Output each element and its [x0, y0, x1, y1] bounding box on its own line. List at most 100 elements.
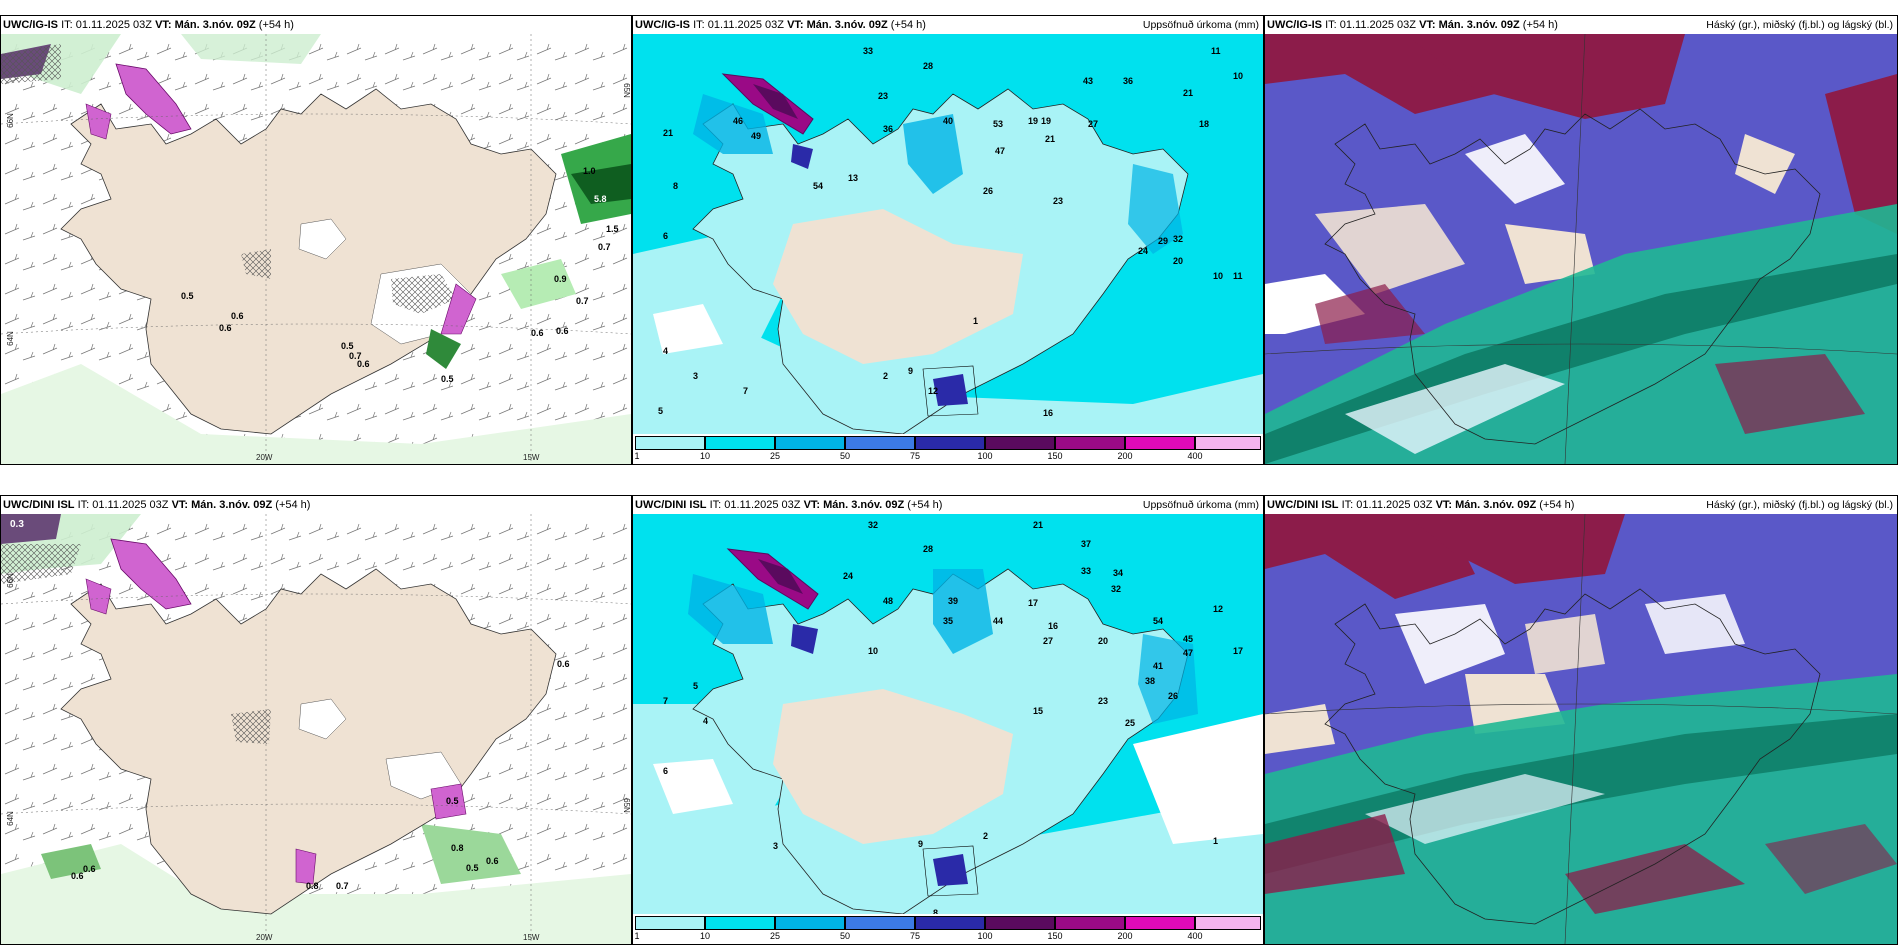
panel-title: Uppsöfnuð úrkoma (mm): [1142, 499, 1259, 511]
lat-label: 65N: [621, 798, 631, 813]
colorbar-segment: [1055, 436, 1125, 450]
colorbar-tick: 10: [699, 451, 711, 461]
panel-header: UWC/IG-IS IT: 01.11.2025 03Z VT: Mán. 3.…: [1, 16, 631, 34]
map-svg: [1, 514, 631, 944]
colorbar-segment: [635, 436, 705, 450]
vt-value: Mán. 3.nóv. 09Z: [823, 499, 905, 511]
panel-bottom-left: UWC/DINI ISL IT: 01.11.2025 03Z VT: Mán.…: [0, 495, 632, 945]
it-label: IT:: [61, 19, 73, 31]
colorbar-segment: [1125, 916, 1195, 930]
colorbar-tick: 25: [769, 931, 781, 941]
lat-label: 66N: [5, 113, 15, 128]
colorbar-segment: [915, 436, 985, 450]
panel-top-right: UWC/IG-IS IT: 01.11.2025 03Z VT: Mán. 3.…: [1264, 15, 1898, 465]
map-accumulated-precip: [633, 514, 1263, 914]
colorbar-segment: [985, 916, 1055, 930]
colorbar-segment: [845, 436, 915, 450]
vt-label: VT:: [803, 499, 821, 511]
lon-label: 15W: [523, 933, 540, 942]
colorbar-tick: 100: [977, 451, 993, 461]
colorbar-tick: 25: [769, 451, 781, 461]
model-name: UWC/IG-IS: [3, 19, 58, 31]
colorbar-tick: 150: [1047, 451, 1063, 461]
iceland-landmass: [60, 88, 557, 435]
model-name: UWC/IG-IS: [1267, 19, 1322, 31]
it-label: IT:: [693, 19, 705, 31]
colorbar-tick: 1: [634, 451, 640, 461]
panel-header: UWC/IG-IS IT: 01.11.2025 03Z VT: Mán. 3.…: [1265, 16, 1897, 34]
colorbar-tick: 100: [977, 931, 993, 941]
panel-top-left: UWC/IG-IS IT: 01.11.2025 03Z VT: Mán. 3.…: [0, 15, 632, 465]
lead-time: (+54 h): [907, 499, 943, 511]
dry-area: [773, 209, 1023, 364]
colorbar-tick: 50: [839, 931, 851, 941]
panel-header: UWC/DINI ISL IT: 01.11.2025 03Z VT: Mán.…: [1, 496, 631, 514]
colorbar-segment: [1055, 916, 1125, 930]
colorbar-tick: 75: [909, 451, 921, 461]
colorbar-tick: 1: [634, 931, 640, 941]
map-svg: [1, 34, 631, 464]
vt-label: VT:: [1435, 499, 1453, 511]
lead-time: (+54 h): [275, 499, 311, 511]
lead-time: (+54 h): [1522, 19, 1558, 31]
vt-label: VT:: [171, 499, 189, 511]
lead-time: (+54 h): [890, 19, 926, 31]
map-svg: [633, 514, 1263, 914]
colorbar-tick: 200: [1117, 451, 1133, 461]
vt-value: Mán. 3.nóv. 09Z: [1438, 19, 1520, 31]
colorbar-segment: [845, 916, 915, 930]
lat-label: 64N: [5, 331, 15, 346]
colorbar-segment: [775, 436, 845, 450]
colorbar-segment: [915, 916, 985, 930]
model-name: UWC/DINI ISL: [635, 499, 707, 511]
high-cloud-area: [1405, 34, 1685, 119]
it-value: 01.11.2025 03Z: [707, 19, 784, 31]
vt-label: VT:: [787, 19, 804, 31]
panel-title: Háský (gr.), miðský (fj.bl.) og lágský (…: [1706, 499, 1893, 511]
lon-label: 20W: [256, 933, 273, 942]
colorbar-segment: [635, 916, 705, 930]
map-wind-precip: [1, 514, 631, 944]
colorbar-segment: [1125, 436, 1195, 450]
map-svg: [633, 34, 1263, 434]
it-value: 01.11.2025 03Z: [92, 499, 169, 511]
it-value: 01.11.2025 03Z: [724, 499, 801, 511]
colorbar-segment: [985, 436, 1055, 450]
colorbar-tick: 50: [839, 451, 851, 461]
it-label: IT:: [77, 499, 90, 511]
lat-label: 64N: [5, 811, 15, 826]
colorbar-segment: [1195, 436, 1261, 450]
it-value: 01.11.2025 03Z: [75, 19, 152, 31]
lead-time: (+54 h): [258, 19, 294, 31]
lead-time: (+54 h): [1539, 499, 1575, 511]
vt-value: Mán. 3.nóv. 09Z: [1455, 499, 1537, 511]
colorbar: 1 10 25 50 75 100 150 200 400: [633, 434, 1263, 464]
colorbar-segment: [705, 436, 775, 450]
precip-maximum: [115, 63, 192, 135]
iceland-outline: [1324, 108, 1821, 445]
panel-top-middle: UWC/IG-IS IT: 01.11.2025 03Z VT: Mán. 3.…: [632, 15, 1264, 465]
model-name: UWC/IG-IS: [635, 19, 690, 31]
model-name: UWC/DINI ISL: [1267, 499, 1339, 511]
model-name: UWC/DINI ISL: [3, 499, 75, 511]
colorbar-tick: 75: [909, 931, 921, 941]
colorbar-tick: 200: [1117, 931, 1133, 941]
vt-label: VT:: [1419, 19, 1436, 31]
map-cloud-cover: [1265, 34, 1897, 464]
panel-title: Háský (gr.), miðský (fj.bl.) og lágský (…: [1706, 19, 1893, 31]
colorbar: 1 10 25 50 75 100 150 200 400: [633, 914, 1263, 944]
panel-bottom-right: UWC/DINI ISL IT: 01.11.2025 03Z VT: Mán.…: [1264, 495, 1898, 945]
map-wind-precip: [1, 34, 631, 464]
vt-value: Mán. 3.nóv. 09Z: [806, 19, 888, 31]
lon-label: 20W: [256, 453, 273, 462]
it-label: IT:: [709, 499, 722, 511]
panel-header: UWC/IG-IS IT: 01.11.2025 03Z VT: Mán. 3.…: [633, 16, 1263, 34]
panel-title: Uppsöfnuð úrkoma (mm): [1142, 19, 1259, 31]
map-accumulated-precip: [633, 34, 1263, 434]
precip-maximum: [110, 538, 192, 610]
lat-label: 65N: [621, 83, 631, 98]
colorbar-tick: 400: [1187, 451, 1203, 461]
colorbar-tick: 400: [1187, 931, 1203, 941]
high-cloud-area: [1265, 514, 1475, 599]
vt-value: Mán. 3.nóv. 09Z: [191, 499, 273, 511]
